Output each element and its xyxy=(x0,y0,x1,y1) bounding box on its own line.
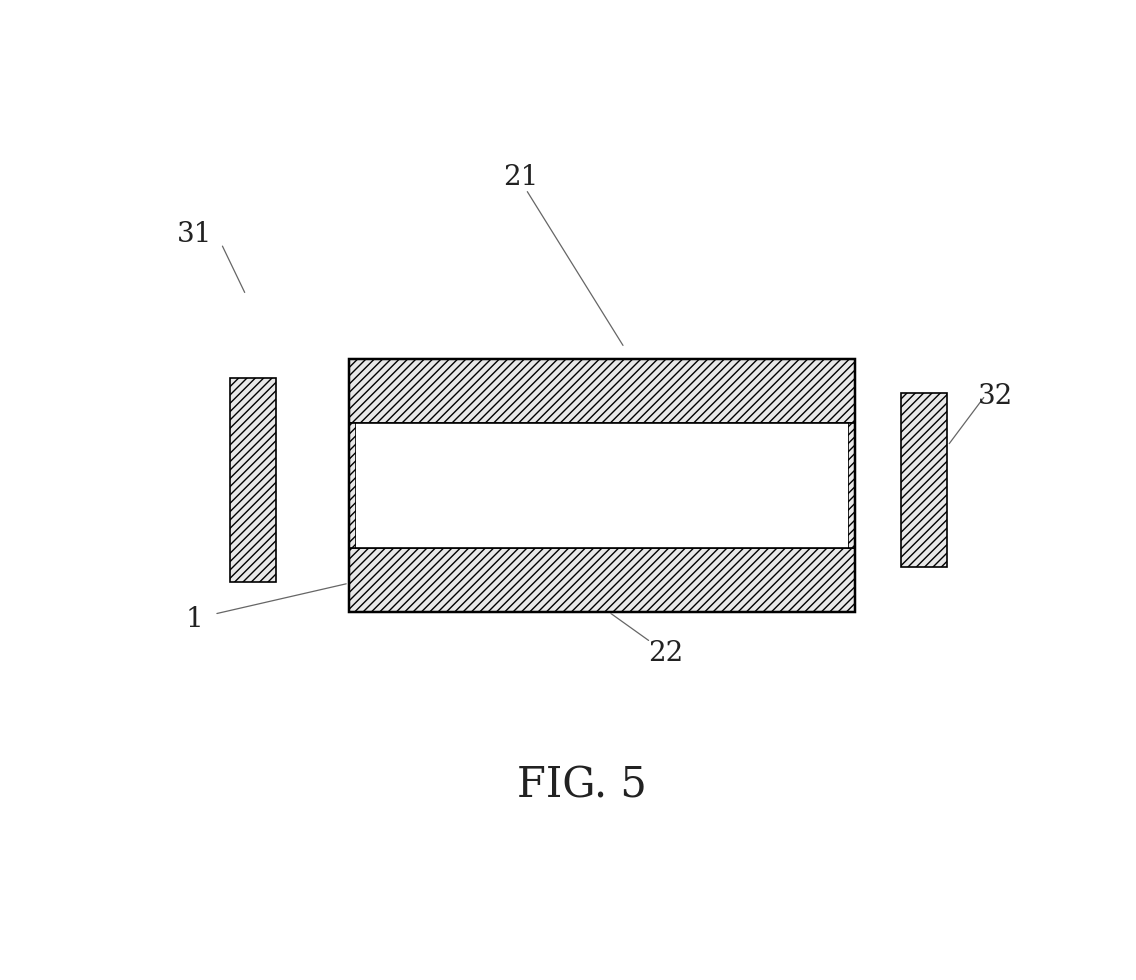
Text: 31: 31 xyxy=(177,221,212,248)
Text: 21: 21 xyxy=(503,165,538,191)
Bar xyxy=(349,423,356,548)
Text: 32: 32 xyxy=(978,383,1013,411)
Text: 22: 22 xyxy=(649,640,684,666)
Bar xyxy=(349,359,855,612)
Bar xyxy=(849,423,855,548)
Bar xyxy=(356,423,849,548)
Text: 1: 1 xyxy=(186,606,203,633)
Text: FIG. 5: FIG. 5 xyxy=(517,764,648,807)
Bar xyxy=(349,548,855,612)
Bar xyxy=(229,378,276,582)
Bar xyxy=(901,393,946,566)
Bar xyxy=(349,359,855,423)
